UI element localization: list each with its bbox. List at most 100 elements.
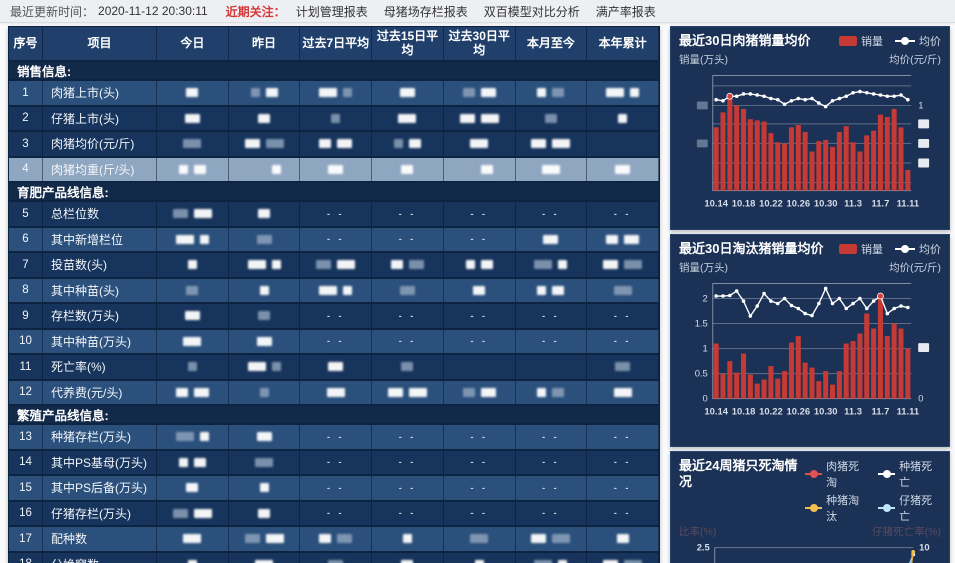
chart3-legend: 肉猪死淘 种猪死亡 种猪淘汰 仔猪死亡: [804, 458, 941, 524]
table-row[interactable]: 10 其中种苗(万头) - -- -- -- -- -: [9, 327, 659, 353]
row-number: 12: [9, 380, 43, 404]
column-header: 昨日: [229, 27, 301, 60]
section-header: 销售信息:: [9, 60, 659, 79]
value-cell-redacted: - -: [372, 329, 444, 353]
value-cell-redacted: - -: [372, 304, 444, 328]
table-row[interactable]: 3 肉猪均价(元/斤): [9, 130, 659, 156]
value-cell-redacted: [300, 253, 373, 277]
table-row[interactable]: 18分娩窝数: [9, 550, 659, 563]
svg-text:10.18: 10.18: [732, 198, 756, 209]
report-link[interactable]: 满产率报表: [595, 4, 656, 19]
column-header: 项目: [43, 27, 157, 60]
value-cell-redacted: [587, 552, 659, 563]
report-table: 序号 项目 今日 昨日 过去7日平均 过去15日平均 过去30日平均 本月至今 本年累计 销售信…: [8, 26, 660, 563]
row-number: 3: [9, 132, 43, 156]
column-header: 本月至今: [516, 27, 588, 60]
svg-text:10.26: 10.26: [787, 198, 811, 209]
report-link[interactable]: 双百模型对比分析: [483, 4, 580, 19]
value-cell-redacted: - -: [444, 476, 516, 500]
svg-text:2: 2: [703, 292, 708, 303]
report-link[interactable]: 母猪场存栏报表: [383, 4, 468, 19]
value-cell-redacted: [444, 132, 516, 156]
legend-item-sow-death[interactable]: 种猪死亡: [877, 458, 941, 490]
svg-text:11.3: 11.3: [844, 198, 862, 209]
value-cell-redacted: [516, 552, 588, 563]
legend-item-sales[interactable]: 销量: [839, 241, 883, 257]
table-row[interactable]: 9 存栏数(万头) - -- -- -- -- -: [9, 302, 659, 328]
row-item-name: 其中种苗(万头): [43, 329, 157, 353]
value-cell-redacted: [587, 81, 659, 105]
legend-item-sow-cull[interactable]: 种猪淘汰: [804, 492, 868, 524]
value-cell-redacted: [157, 450, 229, 474]
table-row[interactable]: 8 其中种苗(头): [9, 276, 659, 302]
legend-item-piglet-death[interactable]: 仔猪死亡: [877, 492, 941, 524]
value-cell-redacted: [372, 253, 444, 277]
table-row[interactable]: 11 死亡率(%): [9, 353, 659, 379]
table-row[interactable]: 16 仔猪存栏(万头) - -- -- -- -- -: [9, 499, 659, 525]
table-row[interactable]: 12 代养费(元/头): [9, 378, 659, 404]
value-cell-redacted: [229, 202, 301, 226]
table-row[interactable]: 7 投苗数(头): [9, 251, 659, 277]
svg-text:1: 1: [918, 99, 923, 110]
value-cell-redacted: [372, 527, 444, 551]
value-cell-redacted: [300, 81, 373, 105]
svg-text:0: 0: [703, 393, 708, 404]
bar-swatch-icon: [839, 244, 857, 254]
value-cell-redacted: [372, 81, 444, 105]
column-header: 过去7日平均: [300, 27, 373, 60]
value-cell-redacted: [587, 253, 659, 277]
value-cell-redacted: - -: [444, 304, 516, 328]
value-cell-redacted: [229, 132, 301, 156]
legend-item-sales[interactable]: 销量: [839, 33, 883, 49]
legend-item-pig-mortality[interactable]: 肉猪死淘: [804, 458, 868, 490]
value-cell-redacted: - -: [444, 227, 516, 251]
svg-text:10.30: 10.30: [814, 198, 838, 209]
value-cell-redacted: - -: [372, 227, 444, 251]
legend-label: 仔猪死亡: [899, 495, 933, 523]
value-cell-redacted: - -: [300, 304, 373, 328]
table-row[interactable]: 17 配种数: [9, 525, 659, 551]
row-item-name: 其中种苗(头): [43, 278, 157, 302]
table-row[interactable]: 6 其中新增栏位 - -- -- -: [9, 225, 659, 251]
row-item-name: 总栏位数: [43, 202, 157, 226]
dot-swatch-icon: [877, 504, 896, 512]
value-cell-redacted: - -: [587, 202, 659, 226]
value-cell-redacted: [229, 329, 301, 353]
value-cell-redacted: [516, 278, 588, 302]
svg-text:11.3: 11.3: [844, 406, 862, 417]
chart1-legend: 销量 均价: [839, 33, 941, 49]
value-cell-redacted: [229, 501, 301, 525]
value-cell-redacted: [229, 81, 301, 105]
value-cell-redacted: [229, 106, 301, 130]
value-cell-redacted: [229, 552, 301, 563]
svg-text:0.5: 0.5: [695, 368, 708, 379]
table-row[interactable]: 14 其中PS基母(万头) - -- -- -- -- -: [9, 448, 659, 474]
legend-item-price[interactable]: 均价: [895, 33, 941, 49]
row-number: 13: [9, 425, 43, 449]
table-row[interactable]: 15 其中PS后备(万头) - -- -- -- -- -: [9, 474, 659, 500]
legend-label: 销量: [861, 36, 883, 48]
report-link[interactable]: 计划管理报表: [295, 4, 368, 19]
legend-label: 均价: [919, 244, 941, 256]
row-item-name: 其中PS基母(万头): [43, 450, 157, 474]
table-row[interactable]: 4 肉猪均重(斤/头): [9, 155, 659, 181]
table-row[interactable]: 2 仔猪上市(头): [9, 104, 659, 130]
svg-text:11.7: 11.7: [872, 406, 890, 417]
value-cell-redacted: [444, 157, 516, 181]
table-row[interactable]: 5 总栏位数 - -- -- -- -- -: [9, 200, 659, 226]
value-cell-redacted: [157, 202, 229, 226]
legend-item-price[interactable]: 均价: [895, 241, 941, 257]
value-cell-redacted: - -: [444, 501, 516, 525]
chart3-left-axis-label: 比率(%): [679, 526, 717, 538]
value-cell-redacted: - -: [516, 476, 588, 500]
table-row[interactable]: 13 种猪存栏(万头) - -- -- -- -- -: [9, 423, 659, 449]
value-cell-redacted: [516, 253, 588, 277]
value-cell-redacted: [157, 132, 229, 156]
value-cell-redacted: - -: [444, 425, 516, 449]
row-item-name: 肉猪均价(元/斤): [43, 132, 157, 156]
table-row[interactable]: 1 肉猪上市(头): [9, 79, 659, 105]
line-dot-swatch-icon: [895, 245, 915, 253]
row-number: 5: [9, 202, 43, 226]
value-cell-redacted: [300, 380, 373, 404]
value-cell-redacted: - -: [587, 329, 659, 353]
